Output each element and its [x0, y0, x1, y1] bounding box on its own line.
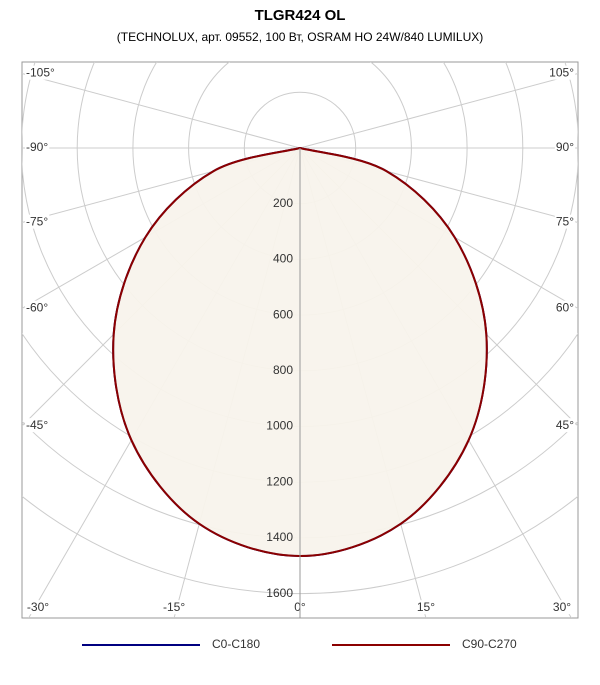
angle-label: 45° [556, 418, 574, 432]
angle-label: -45° [26, 418, 48, 432]
angle-label: 30° [553, 600, 571, 614]
label-bg [554, 300, 576, 315]
label-bg [548, 65, 576, 80]
label-bg [25, 300, 50, 315]
label-bg [554, 418, 576, 433]
label-bg [415, 600, 437, 615]
legend-label: C90-C270 [462, 637, 517, 651]
r-tick-label: 400 [273, 252, 293, 266]
label-bg [25, 600, 51, 615]
label-bg [551, 600, 573, 615]
label-bg [25, 140, 50, 155]
angle-label: -90° [26, 140, 48, 154]
angle-label: 60° [556, 301, 574, 315]
r-tick-label: 600 [273, 307, 293, 321]
grid-ray [299, 73, 578, 149]
label-bg [25, 418, 50, 433]
angle-label: -30° [27, 600, 49, 614]
angle-label: -75° [26, 215, 48, 229]
angle-label: -15° [163, 600, 185, 614]
angle-label: 105° [549, 66, 574, 80]
r-tick-label: 200 [273, 196, 293, 210]
r-tick-label: 1600 [266, 586, 293, 600]
label-bg [25, 65, 57, 80]
angle-label: -105° [26, 66, 55, 80]
label-bg [161, 600, 187, 615]
r-tick-label: 800 [273, 363, 293, 377]
angle-label: 15° [417, 600, 435, 614]
angle-label: 90° [556, 140, 574, 154]
label-bg [554, 214, 576, 229]
grid-ray [22, 73, 301, 149]
angle-label: -60° [26, 301, 48, 315]
label-bg [25, 214, 50, 229]
chart-subtitle: (TECHNOLUX, арт. 09552, 100 Вт, OSRAM HO… [117, 30, 483, 44]
r-tick-label: 1400 [266, 530, 293, 544]
angle-label: 75° [556, 215, 574, 229]
label-bg [554, 140, 576, 155]
legend-label: C0-C180 [212, 637, 260, 651]
chart-title: TLGR424 OL [255, 7, 346, 24]
r-tick-label: 1200 [266, 474, 293, 488]
r-tick-label: 1000 [266, 419, 293, 433]
